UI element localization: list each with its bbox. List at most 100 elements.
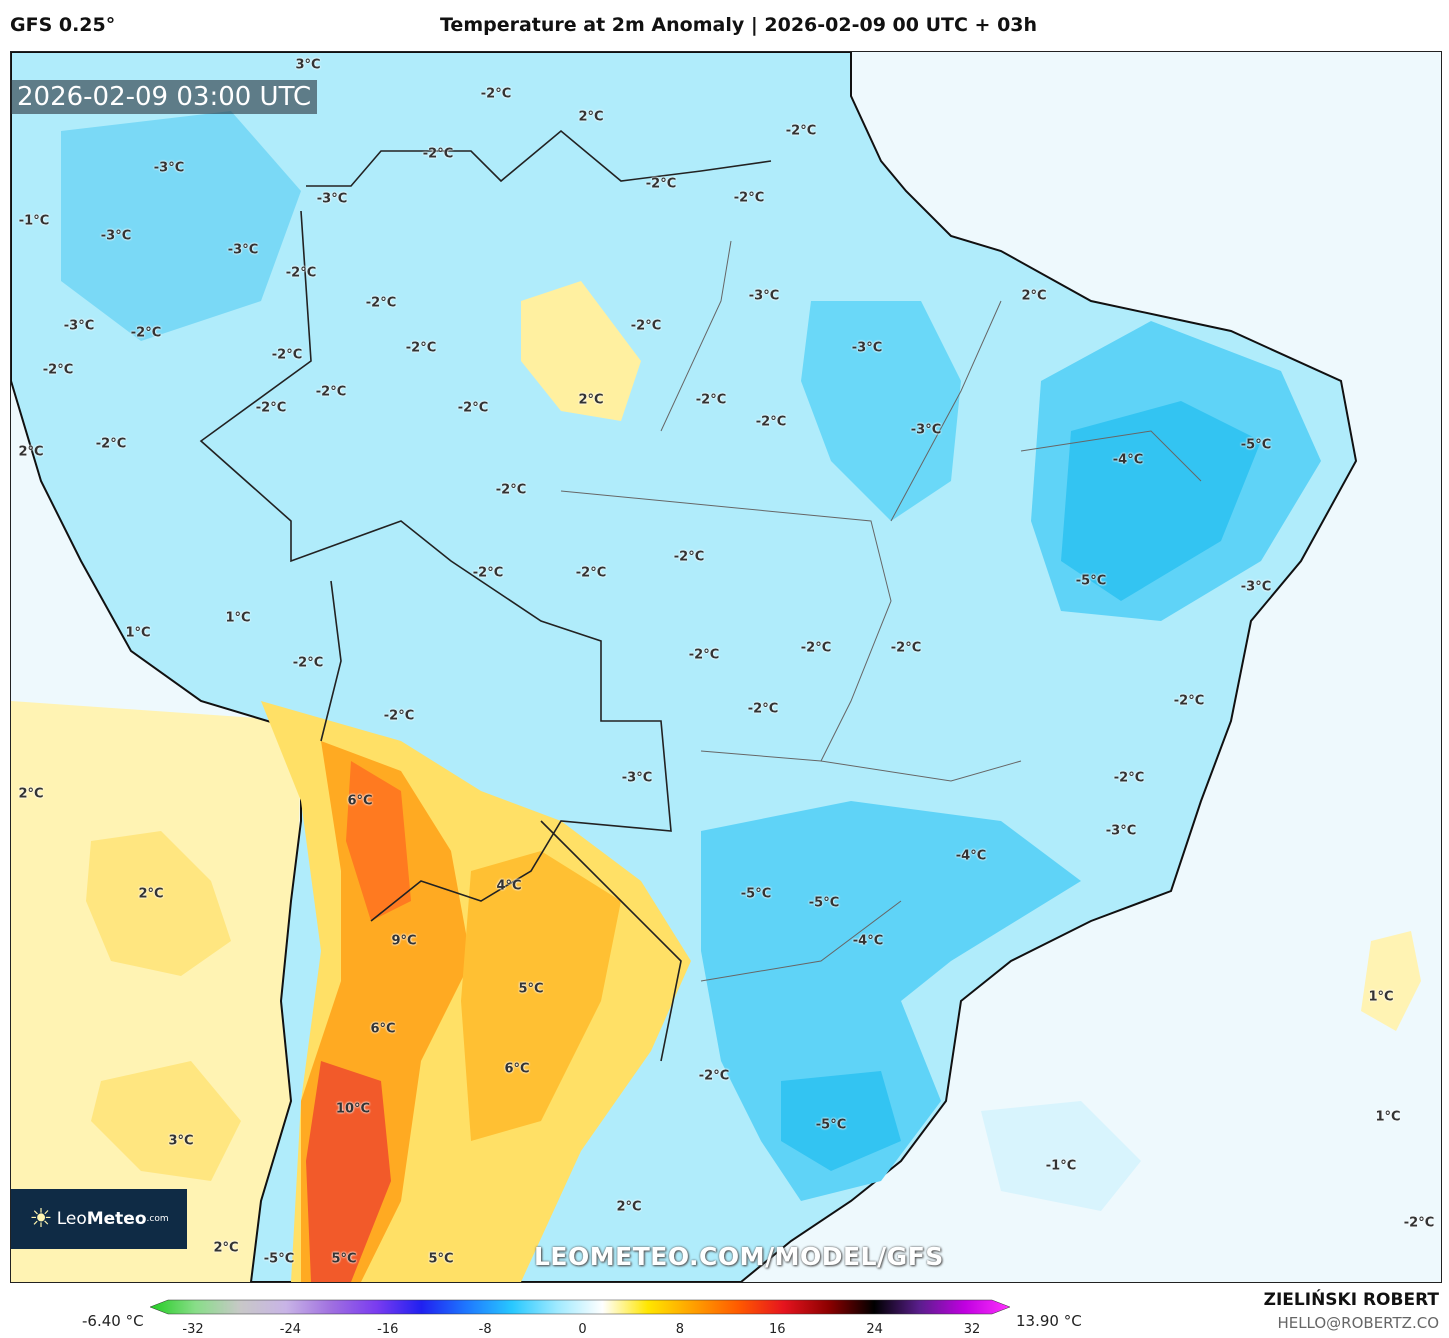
contour-label: -3°C [910, 422, 942, 438]
contour-label: -3°C [621, 770, 653, 786]
atlantic-warm-patch [1361, 931, 1421, 1031]
contour-label: -3°C [316, 191, 348, 207]
contour-label: 3°C [168, 1133, 194, 1149]
contour-label: -2°C [255, 400, 287, 416]
contour-label: -2°C [405, 340, 437, 356]
contour-label: -5°C [1075, 573, 1107, 589]
colorbar-tick-label: 0 [578, 1322, 587, 1337]
leometeo-logo[interactable]: ☀ Leo Meteo .com [11, 1189, 187, 1249]
warm-patch-amazon [521, 281, 641, 421]
colorbar-tick-label: -32 [182, 1322, 204, 1337]
contour-label: -5°C [808, 895, 840, 911]
sun-icon: ☀ [29, 1204, 53, 1234]
contour-label: -2°C [575, 565, 607, 581]
contour-label: -2°C [495, 482, 527, 498]
atlantic-cool-patch [981, 1101, 1141, 1211]
pacific-warm-blob [86, 831, 231, 976]
author-email[interactable]: HELLO@ROBERTZ.CO [1277, 1314, 1439, 1332]
contour-label: -5°C [263, 1251, 295, 1267]
watermark-url: LEOMETEO.COM/MODEL/GFS [534, 1242, 944, 1271]
contour-label: -4°C [852, 933, 884, 949]
cold-core-northeast-inner [1061, 401, 1261, 601]
contour-label: 2°C [18, 444, 44, 460]
contour-label: -4°C [955, 848, 987, 864]
contour-label: -5°C [740, 886, 772, 902]
valid-time-stamp: 2026-02-09 03:00 UTC [11, 80, 318, 114]
colorbar-tick-label: 16 [768, 1322, 786, 1337]
contour-label: 6°C [504, 1061, 530, 1077]
contour-label: -2°C [1403, 1215, 1435, 1231]
contour-label: -2°C [645, 176, 677, 192]
colorbar [150, 1299, 1010, 1315]
contour-label: 6°C [347, 793, 373, 809]
contour-label: 2°C [213, 1240, 239, 1256]
contour-label: -2°C [472, 565, 504, 581]
model-name: GFS 0.25° [10, 14, 116, 36]
contour-label: -2°C [698, 1068, 730, 1084]
contour-label: -2°C [755, 414, 787, 430]
contour-label: -2°C [42, 362, 74, 378]
contour-label: -2°C [1173, 693, 1205, 709]
colorbar-tick-label: -24 [279, 1322, 301, 1337]
contour-label: -2°C [292, 655, 324, 671]
contour-label: -2°C [457, 400, 489, 416]
state-borders [560, 240, 1202, 982]
contour-label: -2°C [95, 436, 127, 452]
cold-core-north [61, 111, 301, 341]
contour-label: -2°C [315, 384, 347, 400]
contour-label: -2°C [383, 708, 415, 724]
colorbar-min-label: -6.40 °C [82, 1312, 144, 1330]
contour-label: 3°C [295, 57, 321, 73]
contour-label: -2°C [688, 647, 720, 663]
contour-label: 4°C [496, 878, 522, 894]
contour-label: 2°C [578, 392, 604, 408]
contour-label: 2°C [616, 1199, 642, 1215]
colorbar-max-label: 13.90 °C [1016, 1312, 1082, 1330]
contour-label: -1°C [18, 213, 50, 229]
contour-label: -2°C [271, 347, 303, 363]
contour-label: -2°C [747, 701, 779, 717]
contour-label: 1°C [1375, 1109, 1401, 1125]
colorbar-tick-label: 24 [866, 1322, 883, 1337]
contour-label: -3°C [1105, 823, 1137, 839]
contour-label: -5°C [1240, 437, 1272, 453]
contour-label: -2°C [890, 640, 922, 656]
colorbar-tick-label: 32 [963, 1322, 981, 1337]
contour-label: 1°C [125, 625, 151, 641]
logo-text-leo: Leo [56, 1209, 87, 1229]
contour-label: 1°C [1368, 989, 1394, 1005]
contour-label: -2°C [285, 265, 317, 281]
contour-label: 2°C [1021, 288, 1047, 304]
country-borders [199, 129, 772, 1062]
contour-label: 5°C [518, 981, 544, 997]
map-canvas [11, 52, 1421, 1282]
contour-label: 10°C [335, 1101, 371, 1117]
contour-label: 2°C [578, 109, 604, 125]
colorbar-tick-label: -8 [478, 1322, 492, 1337]
contour-label: 5°C [331, 1251, 357, 1267]
contour-label: -2°C [673, 549, 705, 565]
anomaly-map[interactable]: 3°C -2°C 2°C -2°C -2°C -3°C -2°C -2°C -3°C -1°C -3… [10, 51, 1442, 1283]
warm-core-orange-east [461, 851, 621, 1141]
logo-text-suffix: .com [146, 1214, 169, 1224]
contour-label: 6°C [370, 1021, 396, 1037]
contour-label: 2°C [18, 786, 44, 802]
contour-label: -2°C [480, 86, 512, 102]
contour-label: -3°C [100, 228, 132, 244]
contour-label: 9°C [391, 933, 417, 949]
warm-core-red [306, 1061, 391, 1282]
contour-label: -2°C [800, 640, 832, 656]
contour-label: -2°C [422, 146, 454, 162]
contour-label: 1°C [225, 610, 251, 626]
contour-label: -3°C [153, 160, 185, 176]
author-name: ZIELIŃSKI ROBERT [1263, 1290, 1439, 1310]
contour-label: -2°C [1113, 770, 1145, 786]
contour-label: -1°C [1045, 1158, 1077, 1174]
contour-label: -2°C [695, 392, 727, 408]
cold-core-south-inner [781, 1071, 901, 1171]
contour-label: -3°C [748, 288, 780, 304]
contour-label: -2°C [733, 190, 765, 206]
map-title: Temperature at 2m Anomaly | 2026-02-09 0… [440, 14, 1038, 36]
contour-label: -3°C [63, 318, 95, 334]
contour-label: 2°C [138, 886, 164, 902]
